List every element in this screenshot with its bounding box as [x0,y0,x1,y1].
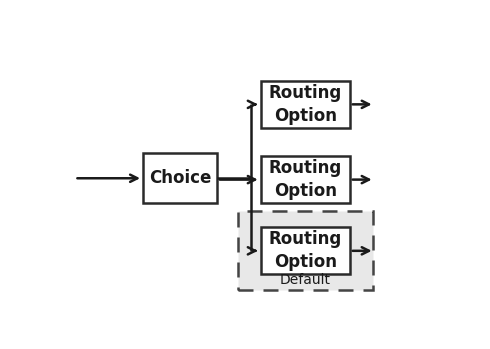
Bar [261,156,350,203]
Bar [261,81,350,128]
Bar [261,227,350,274]
Text: Routing
Option: Routing Option [269,84,342,125]
Text: Routing
Option: Routing Option [269,159,342,200]
Bar [238,211,373,290]
Text: Default: Default [280,273,331,287]
Text: Routing
Option: Routing Option [269,230,342,271]
Bar [143,154,217,203]
Text: Choice: Choice [149,169,211,187]
